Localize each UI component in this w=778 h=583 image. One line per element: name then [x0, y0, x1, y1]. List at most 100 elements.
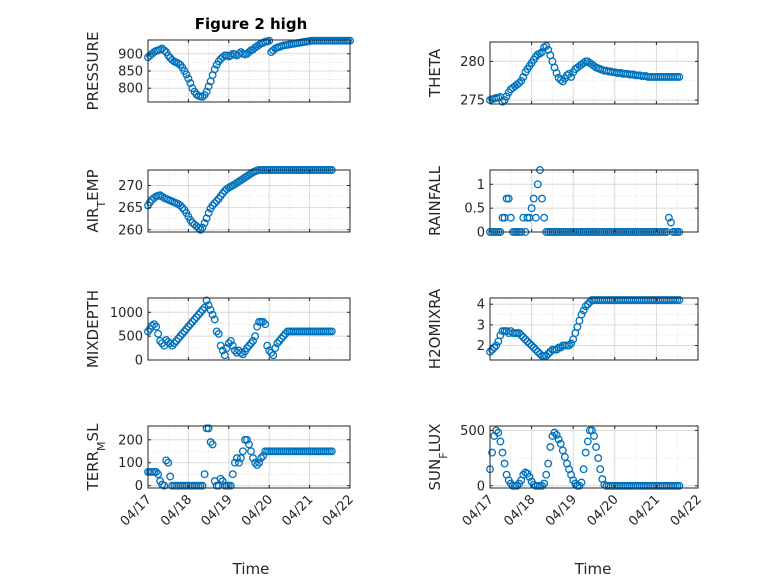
data-point — [577, 478, 586, 487]
data-point — [590, 432, 598, 440]
data-point — [212, 327, 221, 336]
data-point — [517, 331, 526, 340]
axes-box — [489, 425, 699, 489]
x-axis-label-right: Time — [574, 560, 612, 578]
data-point — [251, 458, 260, 467]
data-point — [170, 339, 179, 348]
data-point — [200, 470, 209, 479]
data-point — [220, 351, 229, 360]
data-point — [154, 470, 163, 479]
data-point — [506, 213, 515, 222]
data-point — [675, 72, 684, 81]
data-point — [208, 440, 217, 449]
data-point — [172, 336, 181, 345]
data-point — [664, 213, 673, 222]
y-axis-label: PRESSURE — [84, 32, 102, 111]
data-point — [519, 333, 528, 342]
data-point — [527, 204, 536, 213]
data-point — [259, 317, 268, 326]
y-tick-label: 280 — [460, 55, 485, 70]
axes-box — [489, 41, 699, 105]
data-point — [176, 201, 185, 210]
y-tick-label: 200 — [118, 433, 143, 448]
data-point — [150, 320, 159, 329]
y-tick-label: 265 — [118, 201, 143, 216]
data-point — [259, 451, 268, 460]
axes-box — [147, 425, 351, 489]
subplot-theta: 275 280 THETA — [426, 41, 699, 109]
y-tick-label: 500 — [460, 424, 485, 439]
data-point — [152, 467, 161, 476]
data-point — [206, 438, 215, 447]
data-point — [198, 305, 207, 314]
data-point — [236, 348, 245, 357]
data-point — [238, 447, 247, 456]
data-point — [490, 343, 499, 352]
data-point — [247, 339, 255, 348]
data-point — [542, 470, 551, 479]
subplot-pressure: 800 850 900 PRESSURE — [84, 32, 354, 111]
axes-box — [489, 297, 699, 361]
data-point — [204, 82, 213, 91]
axes-box — [147, 297, 351, 361]
subplot-h2omixra: 2 3 4 H2OMIXRA — [426, 288, 699, 369]
data-point — [496, 331, 505, 340]
data-point — [500, 459, 509, 468]
data-point — [544, 459, 553, 468]
data-point — [327, 447, 336, 456]
data-point — [546, 443, 555, 451]
data-point — [245, 341, 253, 350]
data-point — [188, 317, 197, 326]
data-point — [236, 454, 245, 463]
data-point — [529, 194, 538, 203]
data-point — [204, 424, 213, 433]
data-point — [542, 351, 551, 360]
data-point — [196, 225, 205, 234]
data-point — [212, 197, 221, 205]
data-point — [204, 209, 213, 217]
data-point — [176, 332, 185, 341]
data-point — [247, 447, 255, 456]
data-point — [535, 49, 544, 58]
axes-box — [147, 169, 351, 233]
data-point — [556, 76, 565, 84]
data-point — [245, 440, 253, 449]
data-point — [178, 203, 187, 212]
data-point — [269, 351, 278, 360]
data-point — [198, 481, 207, 490]
y-tick-label: 850 — [118, 65, 143, 80]
data-point — [496, 437, 505, 446]
data-point — [527, 341, 536, 350]
axes-box — [489, 169, 699, 233]
data-point — [552, 345, 561, 354]
data-point — [198, 223, 207, 232]
data-point — [228, 341, 237, 350]
data-point — [232, 454, 241, 463]
data-point — [261, 320, 270, 329]
y-axis-label: AIRTEMP — [84, 169, 108, 232]
data-point — [515, 329, 524, 338]
subplot-air: 260 265 270 AIRTEMP — [84, 166, 351, 238]
y-axis-label: TERRMSL — [84, 423, 108, 492]
data-point — [488, 448, 497, 457]
data-point — [529, 343, 538, 352]
data-point — [590, 62, 598, 70]
data-point — [214, 329, 223, 338]
data-point — [243, 344, 251, 353]
data-point — [174, 334, 183, 343]
data-point — [667, 218, 675, 227]
data-point — [164, 51, 173, 60]
data-point — [226, 336, 235, 345]
y-axis-label: MIXDEPTH — [84, 290, 102, 368]
data-point — [579, 306, 588, 315]
data-point — [552, 430, 561, 439]
data-point — [583, 437, 592, 446]
data-point — [202, 87, 211, 96]
y-axis-label: SUNFLUX — [426, 424, 450, 491]
data-point — [202, 296, 211, 305]
data-point — [544, 349, 553, 358]
data-point — [198, 92, 207, 101]
y-axis-label: THETA — [426, 48, 444, 98]
y-tick-label: 100 — [118, 456, 143, 471]
data-point — [206, 305, 215, 314]
